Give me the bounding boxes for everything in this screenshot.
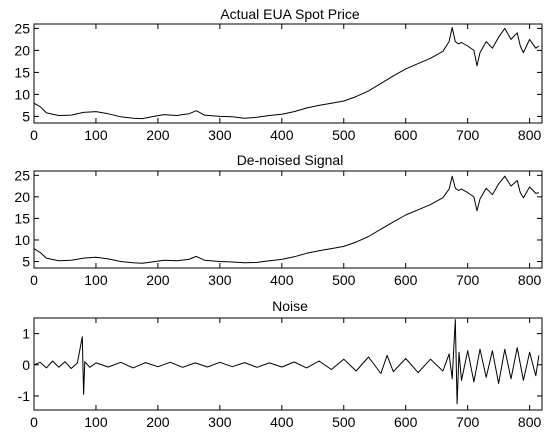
x-tick-label: 600 [394,127,418,143]
y-tick-label: 5 [22,254,30,270]
y-tick-label: 25 [14,167,30,183]
plot-frame [33,23,543,124]
x-tick-label: 800 [518,127,542,143]
x-tick-label: 700 [456,272,480,288]
y-tick-label: 10 [14,86,30,102]
x-tick-label: 200 [146,414,170,430]
x-tick-label: 200 [146,272,170,288]
panel-noise: Noise 0 100 200 300 400 500 600 700 800 -1 0 1 [18,298,543,430]
x-tick-label: 400 [270,272,294,288]
panel-actual-price: Actual EUA Spot Price 0 100 200 300 400 500 60… [14,6,543,143]
x-tick-label: 400 [270,414,294,430]
x-tick-label: 400 [270,127,294,143]
x-tick-label: 0 [30,127,38,143]
y-tick-label: 15 [14,210,30,226]
x-tick-label: 0 [30,414,38,430]
y-tick-label: 25 [14,20,30,36]
y-tick-label: 20 [14,42,30,58]
y-tick-label: -1 [18,388,31,404]
y-tick-label: 1 [22,326,30,342]
x-tick-label: 600 [394,414,418,430]
x-tick-label: 100 [84,272,108,288]
panel-denoised-signal: De-noised Signal 0 100 200 300 400 500 600 700 8… [14,152,543,288]
y-tick-label: 0 [22,357,30,373]
series-line [33,319,540,405]
plot-frame [33,170,543,269]
x-tick-label: 500 [332,127,356,143]
x-tick-label: 300 [208,414,232,430]
plot-frame [33,317,543,411]
x-tick-label: 700 [456,127,480,143]
y-tick-label: 10 [14,232,30,248]
series-line [33,27,540,120]
y-tick-label: 20 [14,189,30,205]
x-tick-label: 200 [146,127,170,143]
y-tick-label: 15 [14,64,30,80]
x-tick-label: 500 [332,272,356,288]
panel-title: De-noised Signal [237,152,344,168]
series-line [33,175,540,264]
x-tick-label: 800 [518,272,542,288]
tick-group: 0 100 200 300 400 500 600 700 800 -1 0 1 [18,318,542,430]
x-tick-label: 100 [84,127,108,143]
x-tick-label: 600 [394,272,418,288]
x-tick-label: 500 [332,414,356,430]
tick-group: 0 100 200 300 400 500 600 700 800 5 10 15 20 25 [14,167,542,288]
x-tick-label: 300 [208,127,232,143]
x-tick-label: 0 [30,272,38,288]
panel-title: Noise [272,298,308,314]
x-tick-label: 100 [84,414,108,430]
panel-title: Actual EUA Spot Price [220,6,360,22]
x-tick-label: 700 [456,414,480,430]
tick-group: 0 100 200 300 400 500 600 700 800 5 10 15 20 25 [14,20,542,143]
y-tick-label: 5 [22,108,30,124]
x-tick-label: 300 [208,272,232,288]
x-tick-label: 800 [518,414,542,430]
